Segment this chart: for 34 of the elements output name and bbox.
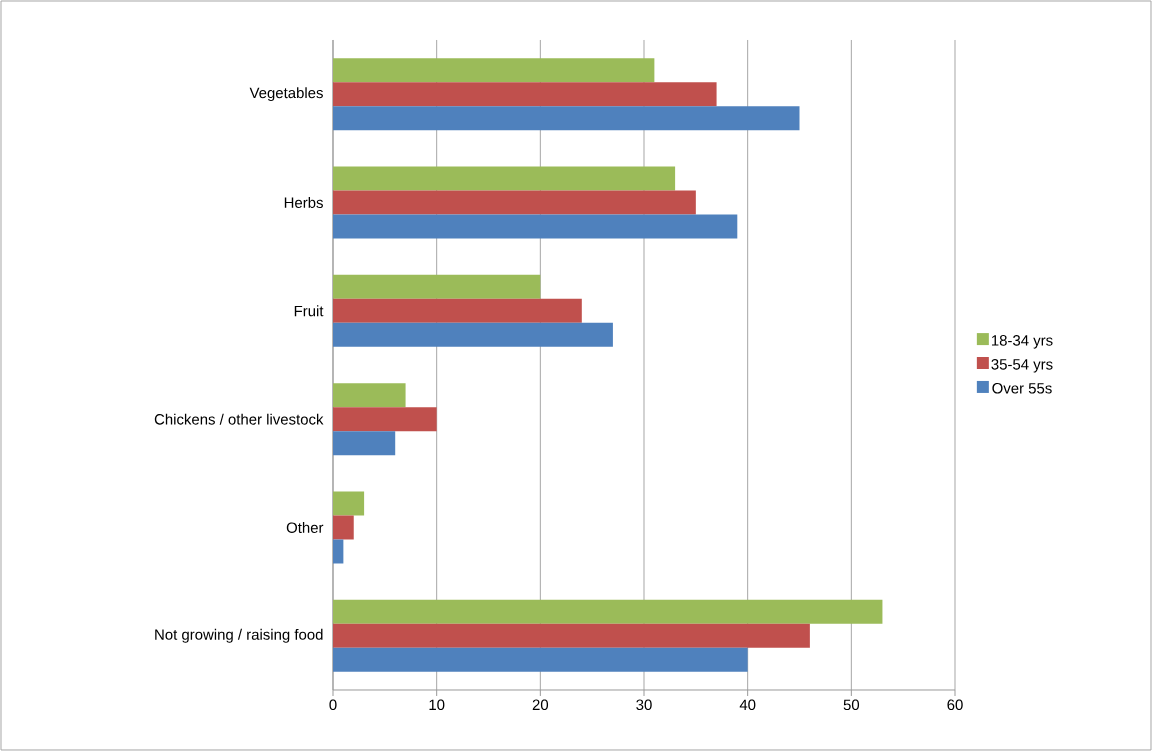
bar [333, 431, 396, 456]
x-tick-label: 10 [429, 699, 445, 711]
legend-label: 18-34 yrs [991, 335, 1053, 349]
y-tick-label: Other [286, 522, 324, 533]
bar [333, 106, 800, 131]
y-tick-label: Not growing / raising food [155, 628, 323, 643]
bar [333, 274, 541, 299]
bar [333, 647, 748, 672]
y-tick-label: Herbs [284, 197, 323, 208]
bar [333, 599, 883, 624]
bar [333, 190, 696, 215]
bar [333, 491, 365, 516]
x-tick-label: 60 [947, 699, 963, 711]
x-tick-label: 30 [636, 699, 652, 711]
bar [333, 383, 406, 408]
bar [333, 298, 582, 323]
bar [333, 166, 676, 191]
bar [333, 82, 717, 107]
y-tick-label: Chickens / other livestock [154, 413, 324, 425]
x-tick-label: 50 [843, 699, 860, 711]
bar [333, 539, 344, 564]
bar [333, 214, 738, 239]
y-tick-label: Vegetables [249, 87, 323, 102]
x-tick-label: 40 [739, 699, 756, 711]
bar [333, 623, 810, 648]
bar [333, 515, 354, 540]
legend-label: Over 55s [992, 382, 1052, 394]
x-tick-label: 0 [329, 699, 337, 711]
y-tick-label: Fruit [294, 305, 324, 317]
x-tick-label: 20 [532, 699, 549, 711]
bar [333, 322, 613, 347]
bar [333, 58, 655, 83]
legend-label: 35-54 yrs [991, 359, 1053, 373]
bar [333, 407, 437, 432]
